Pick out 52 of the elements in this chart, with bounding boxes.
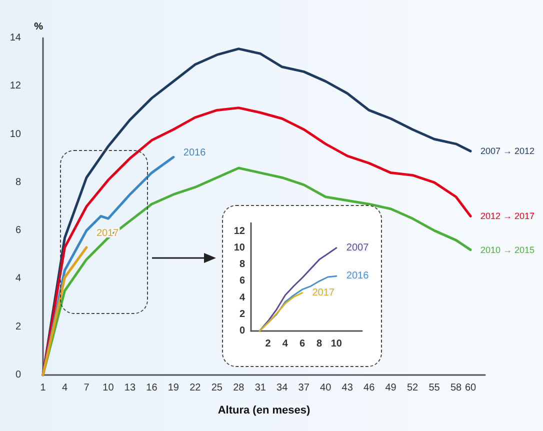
- x-tick-label: 40: [320, 382, 332, 394]
- x-tick-label: 43: [342, 382, 354, 394]
- series-label: 2007 → 2012: [480, 146, 535, 156]
- x-tick-label: 8: [316, 338, 323, 350]
- y-axis-title: %: [34, 22, 44, 32]
- y-tick-label: 4: [15, 273, 22, 284]
- y-tick-label: 8: [15, 176, 22, 188]
- y-tick-label: 2: [15, 321, 22, 332]
- y-tick-label: 10: [10, 128, 22, 140]
- y-tick-label: 10: [234, 242, 246, 254]
- y-tick-label: 0: [239, 326, 246, 336]
- y-tick-label: 12: [234, 226, 246, 237]
- x-tick-label: 2: [265, 338, 272, 350]
- x-tick-label: 55: [428, 382, 440, 394]
- x-tick-label: 25: [211, 382, 223, 394]
- y-tick-label: 2: [239, 308, 246, 320]
- x-tick-label: 37: [298, 382, 310, 394]
- x-axis-title: Altura (en meses): [218, 404, 310, 416]
- x-tick-label: 7: [84, 382, 90, 394]
- x-tick-label: 13: [124, 382, 136, 394]
- x-tick-label: 28: [233, 382, 245, 394]
- y-tick-label: 6: [15, 225, 22, 236]
- y-tick-label: 12: [10, 80, 22, 92]
- x-tick-label: 10: [330, 338, 342, 350]
- series-label: 2017: [312, 287, 335, 298]
- x-tick-label: 6: [299, 338, 306, 350]
- series-label: 2016: [346, 270, 370, 282]
- x-tick-label: 58: [450, 382, 462, 394]
- line-series: [258, 247, 338, 332]
- series-label: 2010 → 2015: [480, 244, 535, 255]
- x-tick-label: 60: [464, 382, 477, 394]
- x-tick-label: 10: [102, 382, 114, 394]
- y-tick-label: 14: [10, 32, 22, 44]
- y-tick-label: 0: [15, 370, 22, 380]
- x-tick-label: 4: [282, 338, 288, 350]
- x-tick-label: 19: [168, 382, 180, 394]
- x-tick-label: 34: [276, 382, 288, 394]
- x-tick-label: 52: [406, 382, 419, 394]
- x-tick-label: 16: [146, 382, 158, 394]
- series-label: 2007: [346, 242, 370, 254]
- y-tick-label: 4: [239, 292, 246, 304]
- x-tick-label: 4: [62, 382, 68, 394]
- series-label: 2016: [183, 148, 206, 159]
- line-series: [258, 292, 303, 332]
- x-tick-label: 49: [385, 382, 397, 394]
- x-tick-label: 46: [364, 382, 376, 394]
- y-tick-label: 6: [239, 276, 246, 287]
- x-tick-label: 1: [40, 382, 46, 394]
- x-tick-label: 22: [190, 382, 202, 394]
- y-tick-label: 8: [239, 259, 246, 270]
- series-label: 2012 → 2017: [480, 211, 535, 222]
- x-tick-label: 31: [254, 382, 266, 394]
